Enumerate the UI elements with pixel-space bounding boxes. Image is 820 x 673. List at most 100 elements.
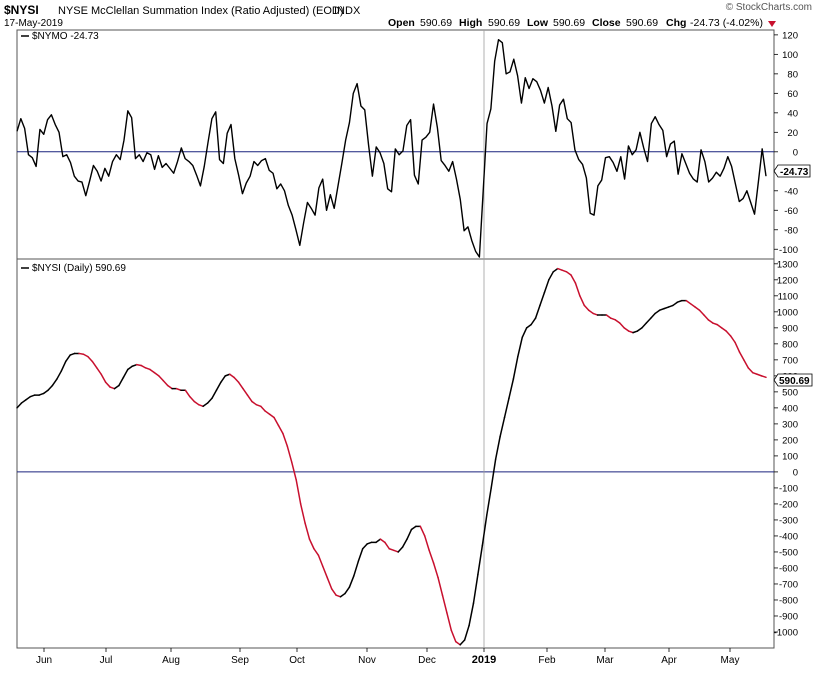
nysi-line-segment [20, 399, 27, 404]
nysi-line-segment [326, 576, 333, 590]
series-layer [16, 39, 767, 646]
nysi-line-segment [618, 322, 625, 329]
nysi-line-segment [16, 402, 23, 409]
x-tick-label: Sep [231, 655, 249, 666]
nymo-y-tick-label: 80 [787, 69, 798, 80]
nysi-line-segment [548, 271, 555, 281]
nysi-line-segment [419, 525, 426, 537]
nysi-line-segment [605, 314, 612, 319]
nysi-line-segment [517, 336, 523, 358]
nysi-y-tick-label: 800 [782, 339, 798, 350]
nysi-line-segment [543, 279, 550, 294]
nysi-line-segment [220, 375, 227, 384]
nysi-line-segment [392, 549, 399, 553]
nysi-line-segment [459, 639, 466, 646]
nysi-line-segment [654, 309, 661, 315]
nysi-y-tick-label: 1200 [777, 275, 798, 286]
nysi-line-segment [153, 371, 160, 377]
nysi-line-segment [273, 416, 280, 427]
nysi-line-segment [627, 330, 634, 334]
nysi-line-segment [574, 282, 581, 297]
nysi-line-segment [78, 352, 85, 355]
nysi-y-tick-label: 0 [793, 467, 798, 478]
nymo-last-value: -24.73 [780, 167, 809, 178]
nysi-line-segment [410, 525, 417, 531]
nysi-line-segment [246, 394, 253, 403]
x-tick-label: May [721, 655, 740, 666]
nysi-line-segment [428, 549, 435, 564]
nysi-line-segment [339, 592, 346, 598]
nysi-line-segment [193, 400, 200, 406]
nysi-line-segment [197, 403, 204, 408]
nysi-line-segment [313, 547, 320, 556]
nymo-y-tick-label: 0 [793, 147, 798, 158]
nysi-line-segment [233, 376, 240, 384]
nysi-line-segment [228, 373, 235, 379]
x-tick-label: Nov [358, 655, 376, 666]
copyright-label: © StockCharts.com [726, 2, 812, 13]
nysi-line-segment [720, 327, 727, 332]
nysi-y-tick-label: -900 [779, 611, 798, 622]
low-value: 590.69 [553, 17, 585, 29]
nysi-line-segment [375, 538, 382, 544]
nysi-line-segment [277, 424, 284, 435]
nysi-line-segment [734, 341, 741, 353]
nysi-line-segment [344, 586, 351, 595]
nysi-line-segment [712, 322, 718, 326]
nysi-line-segment [641, 322, 648, 329]
nysi-line-segment [122, 368, 129, 379]
down-triangle-icon [768, 21, 776, 27]
nymo-y-tick-label: 40 [787, 108, 798, 119]
nysi-line-segment [82, 353, 89, 358]
nysi-line-segment [158, 375, 165, 382]
nysi-line-segment [667, 304, 674, 308]
nysi-line-segment [437, 576, 444, 596]
nysi-y-tick-label: -1000 [774, 627, 798, 638]
low-label: Low [527, 17, 549, 29]
x-tick-label: Oct [289, 655, 305, 666]
nysi-line-segment [486, 487, 492, 516]
nysi-line-segment [189, 395, 196, 403]
nysi-y-tick-label: 100 [782, 451, 798, 462]
nysi-line-segment [348, 575, 355, 588]
nysi-line-segment [144, 367, 151, 371]
x-tick-label: Dec [418, 655, 436, 666]
nysi-line-segment [463, 624, 470, 641]
x-tick-label: Aug [162, 655, 180, 666]
nymo-panel-frame [16, 29, 775, 260]
open-value: 590.69 [420, 17, 452, 29]
chart-title: NYSE McClellan Summation Index (Ratio Ad… [58, 5, 344, 17]
nysi-line-segment [149, 368, 156, 374]
nysi-line-segment [96, 367, 102, 376]
nysi-line-segment [406, 528, 413, 540]
nysi-line-segment [224, 373, 231, 377]
chg-label: Chg [666, 17, 686, 29]
nysi-y-tick-label: -600 [779, 563, 798, 574]
nysi-y-tick-label: -800 [779, 595, 798, 606]
nysi-line-segment [423, 535, 430, 552]
nysi-line-segment [525, 323, 532, 329]
nymo-legend: $NYMO -24.73 [21, 31, 99, 42]
nysi-line-segment [401, 538, 408, 548]
nysi-panel-frame [16, 258, 775, 649]
nysi-line-segment [570, 274, 577, 284]
nysi-line-segment [760, 375, 767, 379]
nysi-line-segment [685, 299, 692, 305]
nysi-line-segment [579, 295, 586, 307]
nysi-line-segment [539, 291, 546, 307]
nysi-line-segment [91, 360, 98, 369]
nysi-line-segment [707, 319, 714, 324]
nysi-line-segment [587, 309, 594, 315]
nysi-y-tick-label: 700 [782, 355, 798, 366]
nymo-y-tick-label: -80 [784, 225, 798, 236]
nymo-y-tick-label: 60 [787, 89, 798, 100]
nysi-line-segment [291, 461, 297, 481]
nysi-line-segment [175, 387, 182, 392]
nysi-line-segment [38, 392, 45, 396]
nysi-line-segment [494, 435, 501, 460]
nysi-y-tick-label: 900 [782, 323, 798, 334]
nysi-line-segment [65, 354, 71, 363]
nysi-line-segment [104, 381, 111, 388]
nysi-line-segment [109, 386, 116, 390]
nysi-line-segment [140, 364, 147, 369]
